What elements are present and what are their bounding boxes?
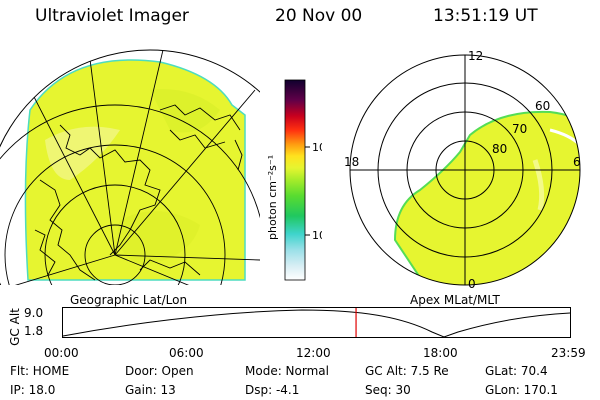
geographic-map-panel xyxy=(0,49,260,285)
colorbar-gradient xyxy=(284,79,306,281)
instrument-title: Ultraviolet Imager xyxy=(35,6,189,26)
mlt-label-18: 18 xyxy=(344,155,359,169)
observation-time: 13:51:19 UT xyxy=(433,6,538,26)
time-tick-0600: 06:00 xyxy=(169,346,204,360)
mlt-label-6: 6 xyxy=(573,155,581,169)
mlat-label-80: 80 xyxy=(492,142,507,156)
status-door: Door: Open xyxy=(125,364,194,378)
time-tick-0000: 00:00 xyxy=(44,346,79,360)
status-glon: GLon: 170.1 xyxy=(485,383,558,397)
status-flight: Flt: HOME xyxy=(10,364,70,378)
status-ip: IP: 18.0 xyxy=(10,383,56,397)
colorbar-unit-label: photon cm⁻²s⁻¹ xyxy=(266,155,279,240)
coastlines xyxy=(34,104,243,281)
orbit-timeline xyxy=(62,307,571,338)
colorbar-tick-10: 10 xyxy=(312,229,322,242)
status-glat: GLat: 70.4 xyxy=(485,364,548,378)
mlat-label-70: 70 xyxy=(512,122,527,136)
colorbar-tick-100: 100 xyxy=(312,141,322,154)
altitude-curve xyxy=(62,309,571,338)
mlt-label-0: 0 xyxy=(468,277,476,290)
colorbar: 100 10 photon cm⁻²s⁻¹ xyxy=(266,79,322,281)
apex-caption: Apex MLat/MLT xyxy=(410,293,500,307)
time-tick-1800: 18:00 xyxy=(423,346,458,360)
polar-grid xyxy=(349,54,581,286)
timeline-frame xyxy=(62,307,571,338)
time-tick-1200: 12:00 xyxy=(296,346,331,360)
gc-alt-tick-min: 1.8 xyxy=(24,324,44,338)
polar-mlt-plot: 12 18 6 0 60 70 80 xyxy=(344,49,581,290)
observation-date: 20 Nov 00 xyxy=(275,6,363,26)
mlat-label-60: 60 xyxy=(535,99,550,113)
gc-alt-axis-label: GC Alt xyxy=(7,308,22,346)
gc-alt-tick-max: 9.0 xyxy=(24,306,44,320)
mlt-label-12: 12 xyxy=(468,49,483,63)
status-seq: Seq: 30 xyxy=(365,383,411,397)
status-gain: Gain: 13 xyxy=(125,383,176,397)
time-tick-2359: 23:59 xyxy=(551,346,586,360)
geographic-caption: Geographic Lat/Lon xyxy=(70,293,188,307)
status-dsp: Dsp: -4.1 xyxy=(245,383,300,397)
status-mode: Mode: Normal xyxy=(245,364,329,378)
status-gc-alt: GC Alt: 7.5 Re xyxy=(365,364,449,378)
auroral-oval xyxy=(393,110,580,285)
